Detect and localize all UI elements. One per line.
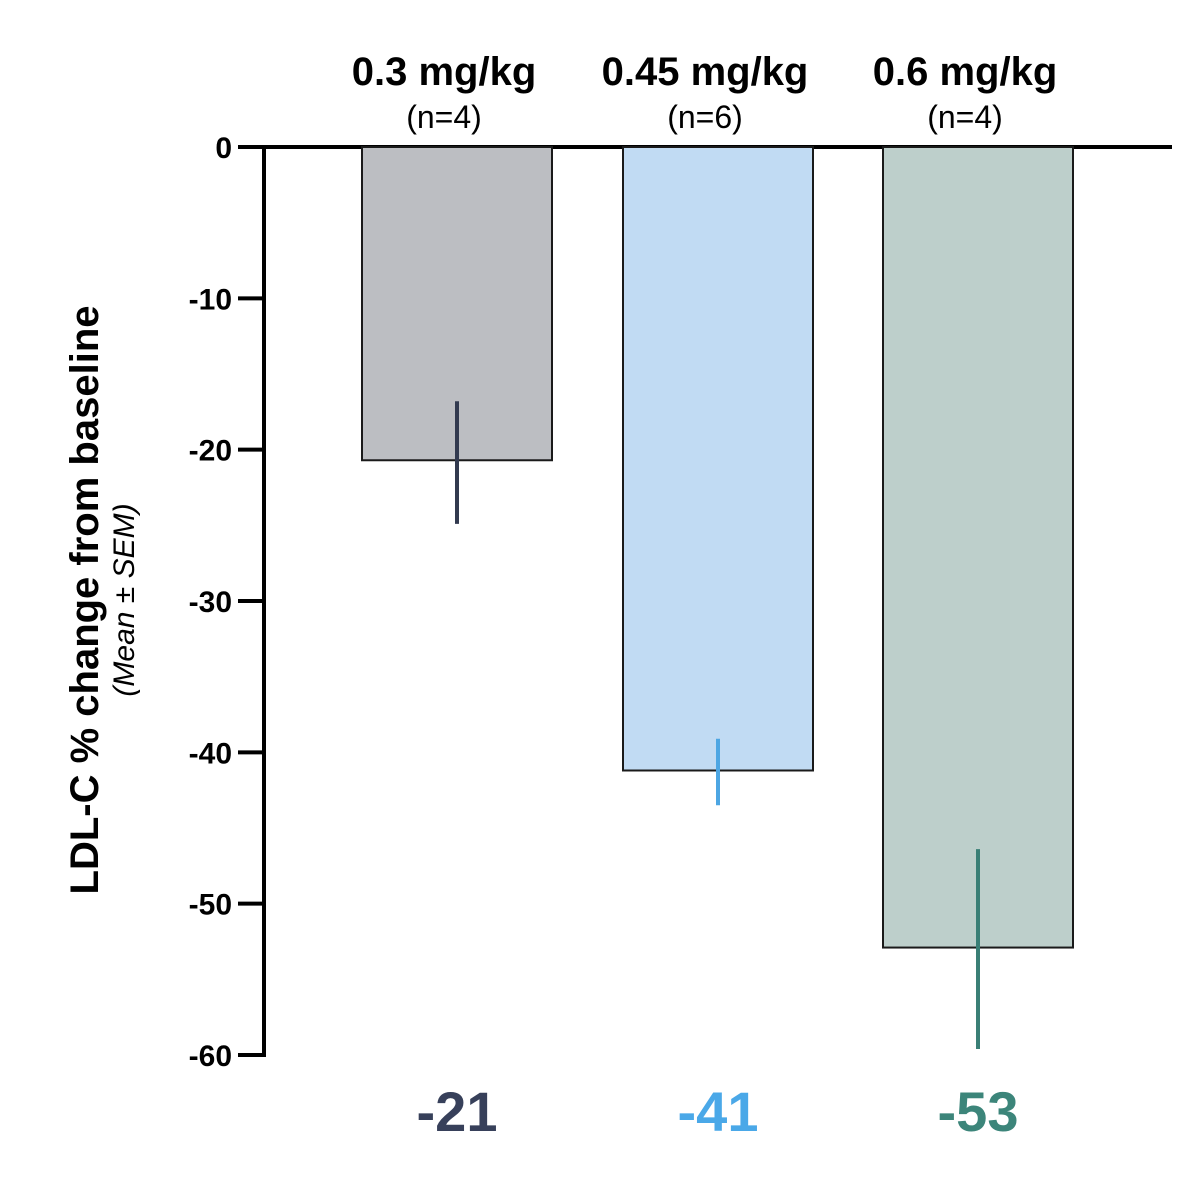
y-axis-title-group: LDL-C % change from baseline (Mean ± SEM… bbox=[63, 306, 141, 895]
y-tick-label: -30 bbox=[189, 586, 232, 619]
category-labels: 0.3 mg/kg (n=4) 0.45 mg/kg (n=6) 0.6 mg/kg (n… bbox=[352, 50, 1058, 135]
y-tick-label: -40 bbox=[189, 737, 232, 770]
dose-label-1: 0.3 mg/kg bbox=[352, 50, 537, 94]
y-tick-label: -20 bbox=[189, 435, 232, 468]
bar-3 bbox=[882, 146, 1074, 949]
bars bbox=[361, 146, 1074, 949]
error-bars bbox=[455, 401, 980, 1049]
y-tick-label: -60 bbox=[189, 1040, 232, 1073]
y-tick-label: -10 bbox=[189, 283, 232, 316]
value-label-1: -21 bbox=[417, 1080, 498, 1143]
bar-2 bbox=[622, 146, 814, 772]
dose-label-2: 0.45 mg/kg bbox=[602, 50, 809, 94]
y-tick-label: -50 bbox=[189, 889, 232, 922]
n-label-2: (n=6) bbox=[667, 99, 743, 135]
y-axis-title: LDL-C % change from baseline bbox=[63, 306, 107, 895]
y-axis-subtitle: (Mean ± SEM) bbox=[108, 503, 141, 696]
value-labels: -21 -41 -53 bbox=[417, 1080, 1019, 1143]
y-tick-label: 0 bbox=[215, 132, 232, 165]
value-label-3: -53 bbox=[938, 1080, 1019, 1143]
value-label-2: -41 bbox=[678, 1080, 759, 1143]
y-axis-ticks: 0 -10 -20 -30 -40 -50 -60 bbox=[189, 132, 264, 1073]
n-label-3: (n=4) bbox=[927, 99, 1003, 135]
n-label-1: (n=4) bbox=[406, 99, 482, 135]
dose-label-3: 0.6 mg/kg bbox=[873, 50, 1058, 94]
